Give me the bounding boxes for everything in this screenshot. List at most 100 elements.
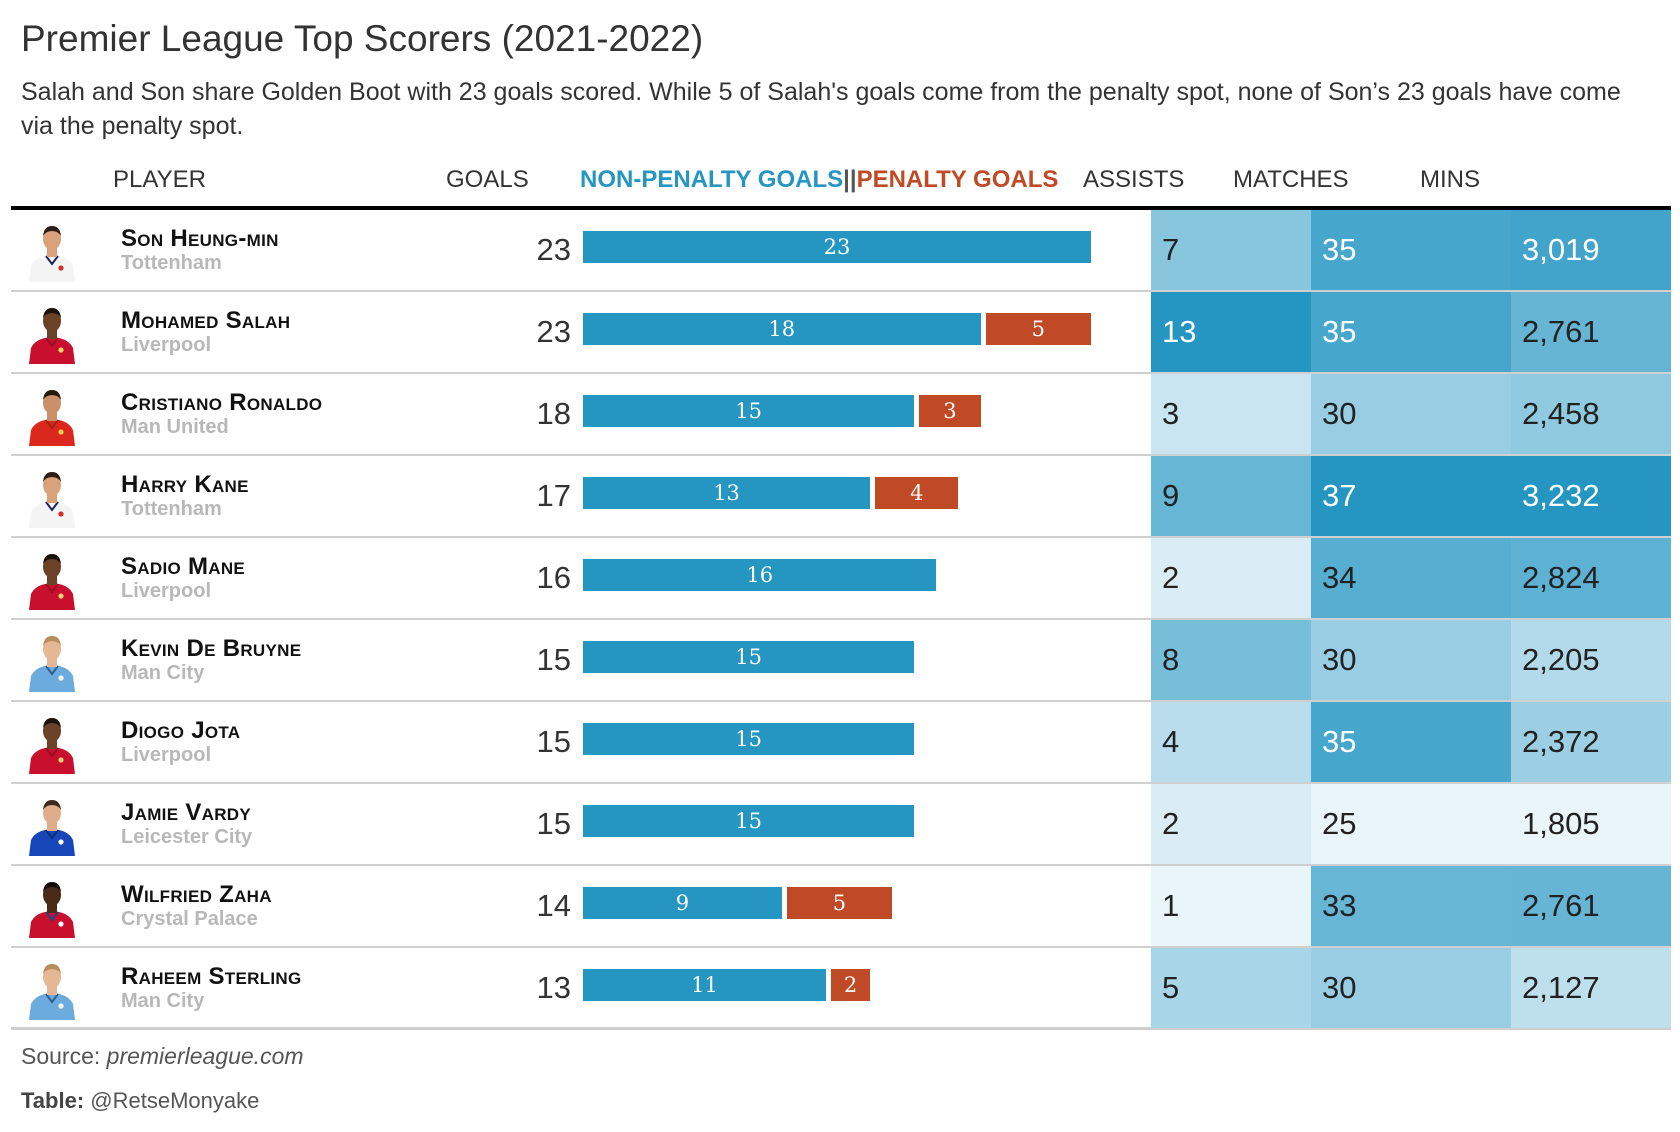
header-penalty: PENALTY GOALS bbox=[856, 166, 1059, 193]
player-name: Wilfried Zaha bbox=[121, 881, 272, 908]
matches-cell: 30 bbox=[1311, 948, 1511, 1028]
player-name: Mohamed Salah bbox=[121, 307, 291, 334]
matches-cell: 33 bbox=[1311, 866, 1511, 946]
header-separator: || bbox=[843, 166, 857, 193]
mins-cell: 2,372 bbox=[1511, 702, 1671, 782]
goals-bar-group: 11 2 bbox=[583, 969, 1143, 1001]
mins-cell: 2,205 bbox=[1511, 620, 1671, 700]
player-avatar bbox=[25, 220, 79, 282]
player-team: Tottenham bbox=[121, 252, 222, 274]
matches-cell: 35 bbox=[1311, 292, 1511, 372]
table-row: Diogo Jota Liverpool 15 15 4 35 2,372 bbox=[11, 702, 1671, 784]
matches-cell: 30 bbox=[1311, 374, 1511, 454]
table-row: Kevin De Bruyne Man City 15 15 8 30 2,205 bbox=[11, 620, 1671, 702]
source-label: Source: bbox=[21, 1043, 107, 1069]
assists-cell: 8 bbox=[1151, 620, 1311, 700]
header-mins: MINS bbox=[1420, 166, 1480, 193]
non-penalty-bar: 11 bbox=[583, 969, 826, 1001]
mins-cell: 2,761 bbox=[1511, 292, 1671, 372]
player-name: Cristiano Ronaldo bbox=[121, 389, 323, 416]
mins-cell: 2,127 bbox=[1511, 948, 1671, 1028]
mins-cell: 2,458 bbox=[1511, 374, 1671, 454]
table-row: Son Heung-min Tottenham 23 23 7 35 3,019 bbox=[11, 210, 1671, 292]
assists-cell: 1 bbox=[1151, 866, 1311, 946]
source-note: Source: premierleague.com bbox=[21, 1043, 304, 1070]
goals-value: 15 bbox=[536, 806, 571, 841]
header-matches: MATCHES bbox=[1233, 166, 1349, 193]
player-avatar bbox=[25, 958, 79, 1020]
credit-label: Table: bbox=[21, 1088, 85, 1113]
credit-note: Table: @RetseMonyake bbox=[21, 1088, 259, 1114]
player-avatar bbox=[25, 712, 79, 774]
chart-subtitle: Salah and Son share Golden Boot with 23 … bbox=[21, 78, 1621, 140]
player-team: Crystal Palace bbox=[121, 908, 258, 930]
mins-cell: 2,761 bbox=[1511, 866, 1671, 946]
table-row: Wilfried Zaha Crystal Palace 14 9 5 1 33 2,761 bbox=[11, 866, 1671, 948]
mins-cell: 3,232 bbox=[1511, 456, 1671, 536]
player-avatar bbox=[25, 302, 79, 364]
mins-cell: 2,824 bbox=[1511, 538, 1671, 618]
non-penalty-bar: 15 bbox=[583, 805, 915, 837]
chart-title: Premier League Top Scorers (2021-2022) bbox=[21, 18, 704, 59]
matches-cell: 25 bbox=[1311, 784, 1511, 864]
table-row: Cristiano Ronaldo Man United 18 15 3 3 30 2,458 bbox=[11, 374, 1671, 456]
non-penalty-bar: 9 bbox=[583, 887, 782, 919]
table-row: Harry Kane Tottenham 17 13 4 9 37 3,232 bbox=[11, 456, 1671, 538]
non-penalty-bar: 23 bbox=[583, 231, 1091, 263]
player-avatar bbox=[25, 630, 79, 692]
header-bar-legend: NON-PENALTY GOALS||PENALTY GOALS bbox=[580, 166, 1058, 194]
assists-cell: 13 bbox=[1151, 292, 1311, 372]
player-team: Tottenham bbox=[121, 498, 222, 520]
mins-cell: 1,805 bbox=[1511, 784, 1671, 864]
penalty-bar: 3 bbox=[919, 395, 981, 427]
goals-bar-group: 15 bbox=[583, 641, 1143, 673]
non-penalty-bar: 18 bbox=[583, 313, 981, 345]
table-row: Raheem Sterling Man City 13 11 2 5 30 2,127 bbox=[11, 948, 1671, 1030]
goals-bar-group: 13 4 bbox=[583, 477, 1143, 509]
header-assists: ASSISTS bbox=[1083, 166, 1185, 193]
source-value: premierleague.com bbox=[106, 1043, 304, 1069]
non-penalty-bar: 13 bbox=[583, 477, 871, 509]
goals-bar-group: 23 bbox=[583, 231, 1143, 263]
player-team: Man United bbox=[121, 416, 229, 438]
player-name: Diogo Jota bbox=[121, 717, 241, 744]
assists-cell: 3 bbox=[1151, 374, 1311, 454]
header-rule bbox=[11, 206, 1671, 210]
assists-cell: 9 bbox=[1151, 456, 1311, 536]
player-avatar bbox=[25, 466, 79, 528]
player-name: Sadio Mane bbox=[121, 553, 246, 580]
player-team: Liverpool bbox=[121, 744, 212, 766]
goals-bar-group: 15 3 bbox=[583, 395, 1143, 427]
matches-cell: 34 bbox=[1311, 538, 1511, 618]
mins-cell: 3,019 bbox=[1511, 210, 1671, 290]
header-goals: GOALS bbox=[446, 166, 529, 193]
player-name: Raheem Sterling bbox=[121, 963, 302, 990]
player-team: Liverpool bbox=[121, 580, 212, 602]
goals-bar-group: 15 bbox=[583, 723, 1143, 755]
goals-value: 18 bbox=[536, 396, 571, 431]
non-penalty-bar: 15 bbox=[583, 641, 915, 673]
penalty-bar: 2 bbox=[830, 969, 871, 1001]
player-avatar bbox=[25, 548, 79, 610]
table-body: Son Heung-min Tottenham 23 23 7 35 3,019 Mohame… bbox=[11, 210, 1671, 1030]
player-name: Jamie Vardy bbox=[121, 799, 251, 826]
header-player: PLAYER bbox=[113, 166, 206, 193]
goals-value: 23 bbox=[536, 314, 571, 349]
goals-bar-group: 15 bbox=[583, 805, 1143, 837]
player-name: Son Heung-min bbox=[121, 225, 279, 252]
player-avatar bbox=[25, 794, 79, 856]
player-team: Man City bbox=[121, 990, 205, 1012]
goals-value: 13 bbox=[536, 970, 571, 1005]
player-team: Liverpool bbox=[121, 334, 212, 356]
goals-bar-group: 16 bbox=[583, 559, 1143, 591]
assists-cell: 5 bbox=[1151, 948, 1311, 1028]
goals-value: 15 bbox=[536, 724, 571, 759]
table-row: Sadio Mane Liverpool 16 16 2 34 2,824 bbox=[11, 538, 1671, 620]
non-penalty-bar: 16 bbox=[583, 559, 937, 591]
goals-bar-group: 18 5 bbox=[583, 313, 1143, 345]
goals-value: 23 bbox=[536, 232, 571, 267]
penalty-bar: 4 bbox=[875, 477, 959, 509]
matches-cell: 30 bbox=[1311, 620, 1511, 700]
player-team: Man City bbox=[121, 662, 205, 684]
